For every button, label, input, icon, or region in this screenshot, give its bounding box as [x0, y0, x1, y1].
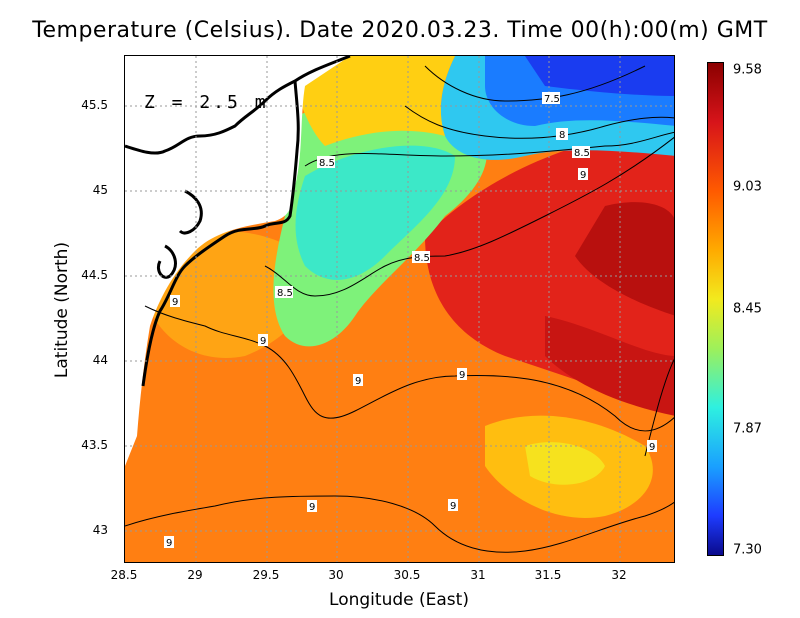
estuary-outline [178, 189, 203, 235]
contour-label: 8.5 [414, 253, 430, 264]
isotherm-7-5 [424, 65, 646, 102]
y-tick-label: 45.5 [81, 98, 108, 112]
x-tick-label: 29.5 [252, 568, 280, 582]
contour-label: 9 [450, 501, 456, 512]
contour-label: 9 [459, 370, 465, 381]
x-tick-label: 32 [611, 568, 627, 582]
hot-core-region-south [545, 316, 674, 416]
colorbar-tick-label: 7.87 [733, 421, 762, 437]
warm-patch-west [145, 230, 312, 358]
contour-label: 7.5 [544, 94, 560, 105]
colorbar [707, 62, 724, 556]
cold-region-core [525, 56, 674, 96]
x-tick-label: 30 [328, 568, 344, 582]
contour-label: 8.5 [277, 288, 293, 299]
y-tick-label: 44.5 [81, 268, 108, 282]
cool-plume-inner [295, 145, 455, 280]
map-plot-area: 7.5 8 8.5 9 8.5 8.5 8.5 9 9 9 9 9 9 9 9 [124, 55, 675, 563]
temperature-field: 7.5 8 8.5 9 8.5 8.5 8.5 9 9 9 9 9 9 9 9 [125, 56, 674, 562]
map-grid [125, 56, 674, 562]
contour-label: 9 [580, 170, 586, 181]
y-tick-label: 44 [92, 353, 108, 367]
contour-label: 8 [559, 130, 565, 141]
x-tick-label: 28.5 [110, 568, 138, 582]
coastline-west [141, 80, 300, 387]
x-tick-label: 30.5 [393, 568, 421, 582]
colorbar-tick-label: 8.45 [733, 301, 762, 317]
isotherm-labels: 7.5 8 8.5 9 8.5 8.5 8.5 9 9 9 9 9 9 9 9 [164, 92, 657, 549]
contour-label: 9 [166, 538, 172, 549]
hot-core-region [575, 202, 674, 316]
contour-label: 9 [309, 502, 315, 513]
yellow-patch-south [525, 442, 605, 485]
isotherm-lines [125, 65, 674, 553]
land-area [125, 56, 350, 466]
x-axis-label: Longitude (East) [329, 590, 469, 610]
y-axis-label: Latitude (North) [52, 241, 72, 379]
contour-label: 9 [355, 376, 361, 387]
contour-label: 9 [172, 297, 178, 308]
colorbar-tick-label: 9.58 [733, 62, 762, 78]
colorbar-tick-label: 9.03 [733, 179, 762, 195]
contour-label: 9 [260, 336, 266, 347]
x-tick-label: 29 [187, 568, 203, 582]
warm-band-north [285, 56, 455, 146]
y-tick-label: 45 [92, 183, 108, 197]
y-tick-label: 43.5 [81, 438, 108, 452]
contour-label: 8.5 [319, 158, 335, 169]
colorbar-tick-label: 7.30 [733, 542, 762, 558]
contour-label: 9 [649, 442, 655, 453]
contour-label: 8.5 [574, 148, 590, 159]
x-tick-label: 31.5 [534, 568, 562, 582]
map-title: Temperature (Celsius). Date 2020.03.23. … [32, 18, 768, 43]
depth-label: Z = 2.5 m [144, 92, 269, 113]
y-tick-label: 43 [92, 523, 108, 537]
x-tick-label: 31 [470, 568, 486, 582]
